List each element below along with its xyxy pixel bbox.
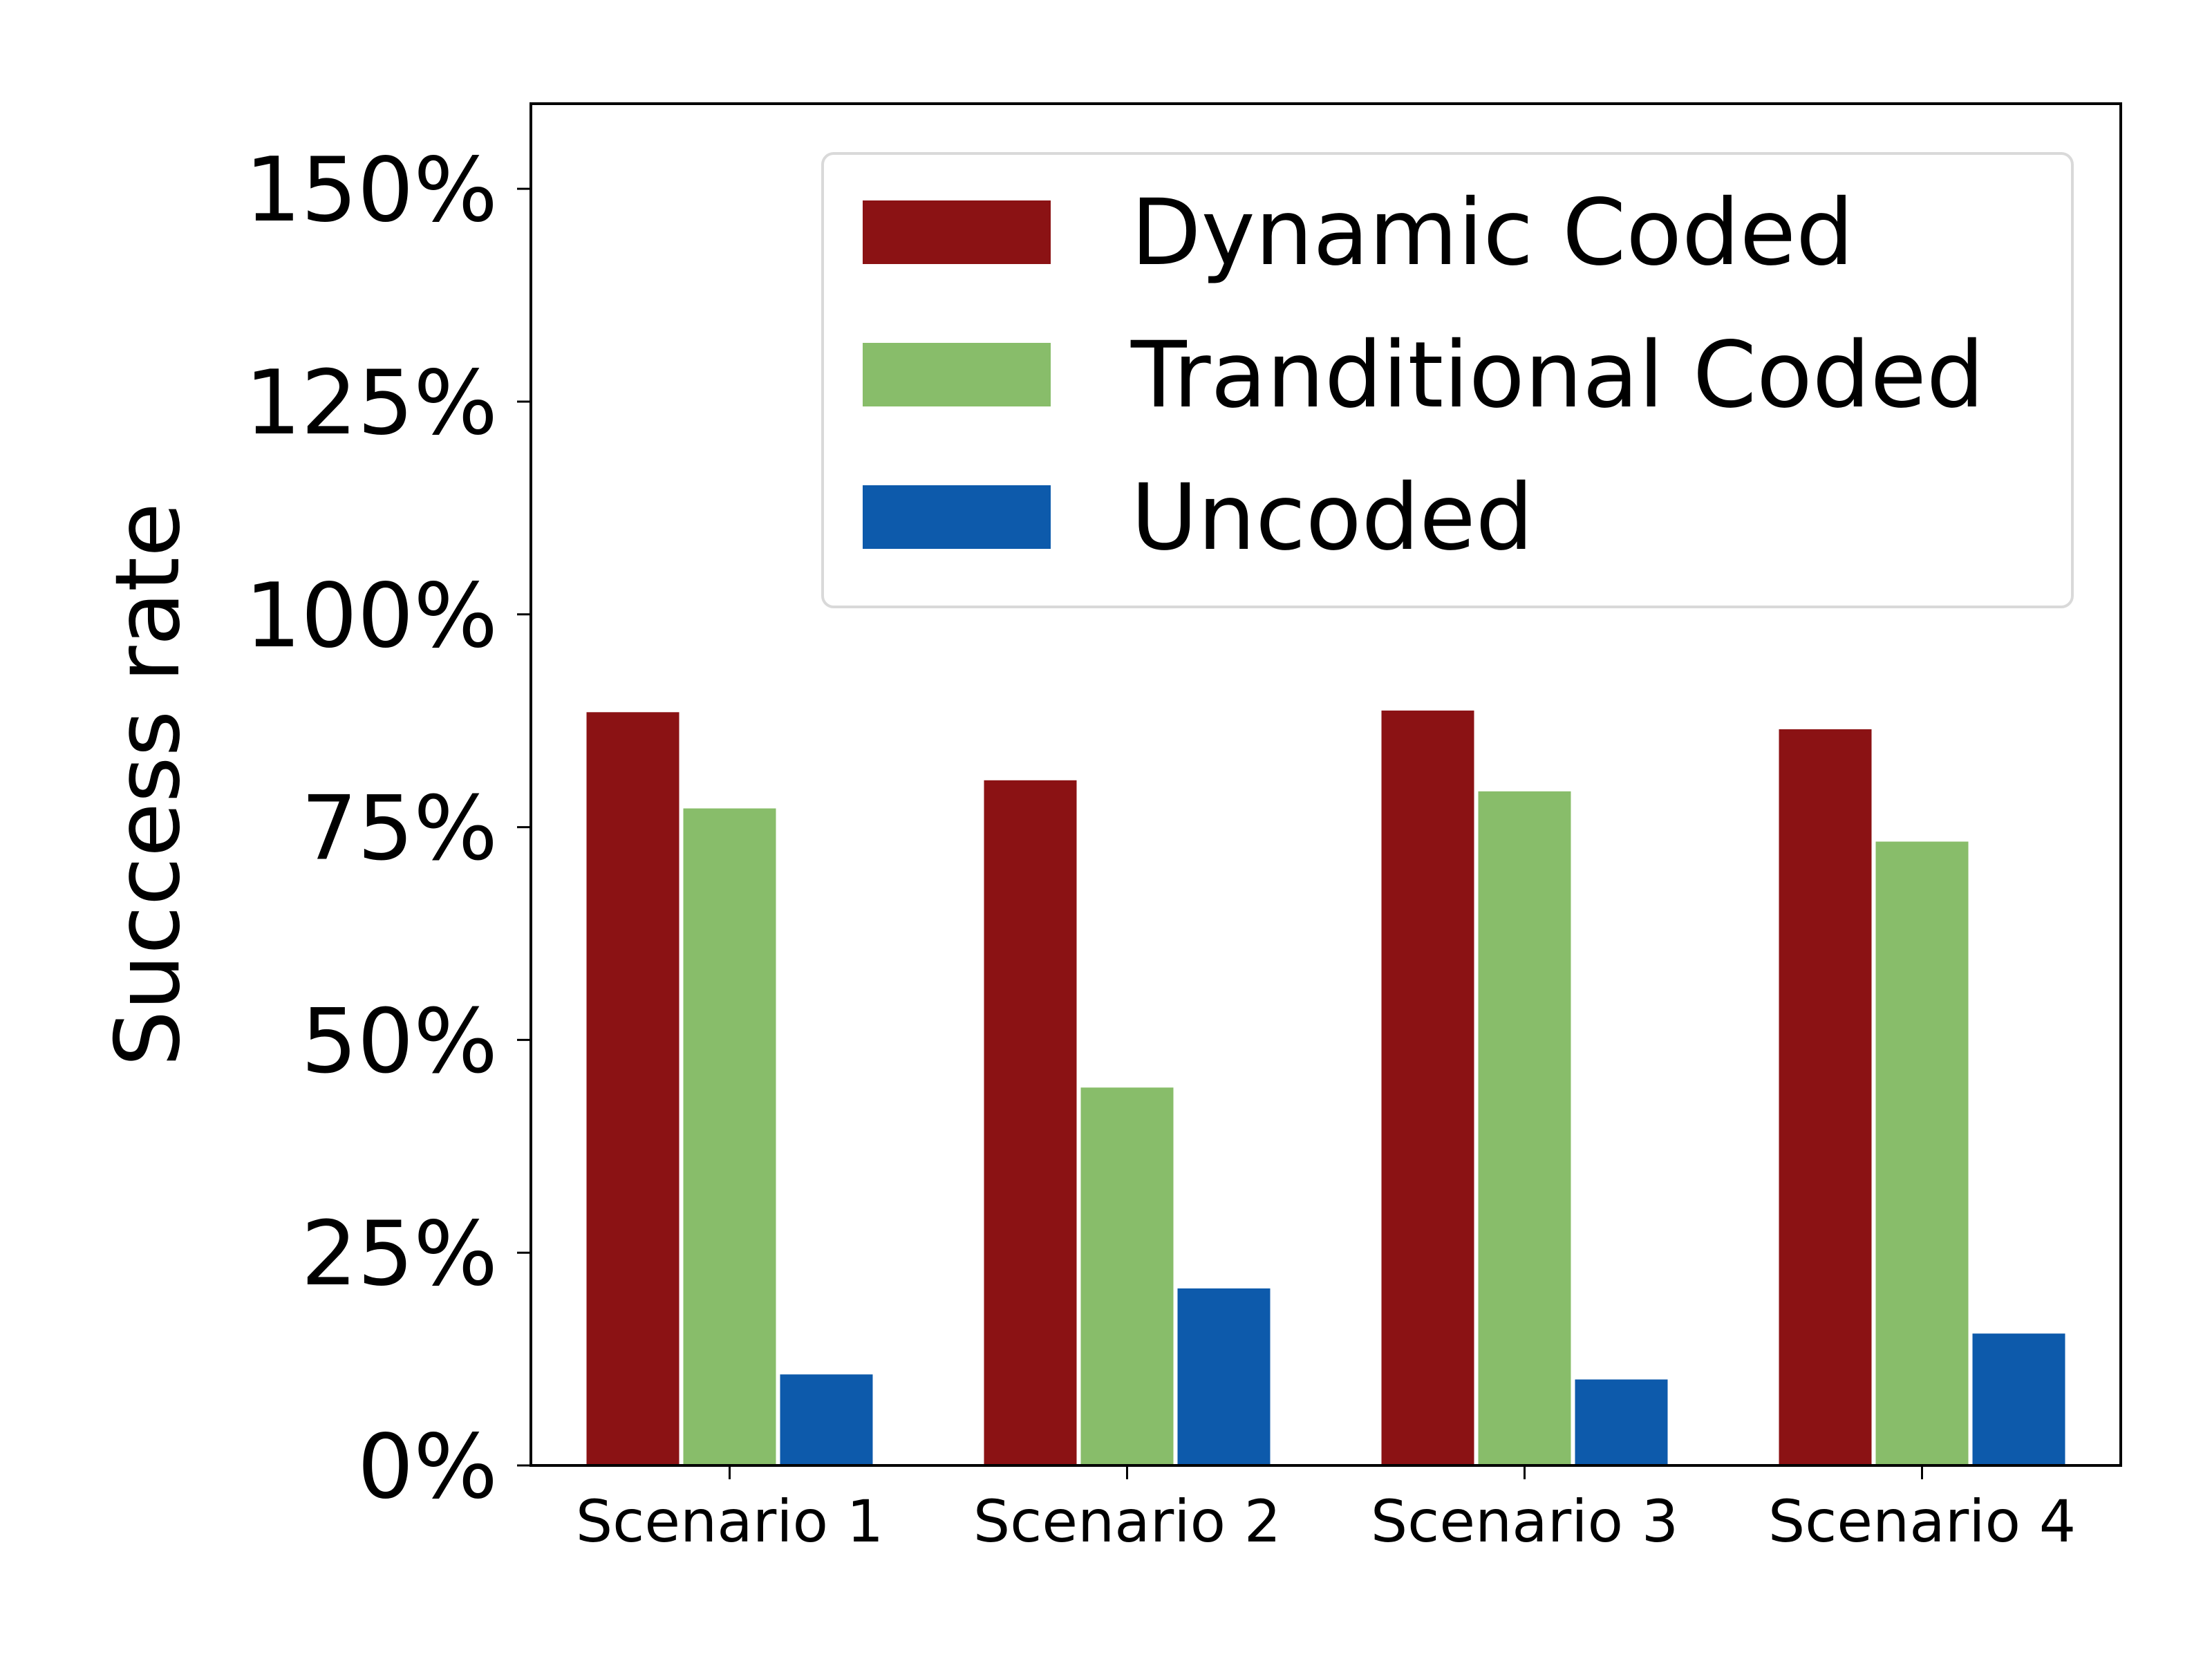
bar-tranditional-coded-3 bbox=[1478, 791, 1571, 1465]
y-tick-label: 0% bbox=[357, 1416, 498, 1519]
y-tick-label: 75% bbox=[301, 778, 498, 881]
y-tick-label: 25% bbox=[301, 1203, 498, 1306]
legend-label: Tranditional Coded bbox=[1130, 322, 1985, 429]
x-tick-label: Scenario 2 bbox=[973, 1488, 1281, 1555]
legend-label: Uncoded bbox=[1131, 465, 1533, 571]
bar-uncoded-1 bbox=[780, 1374, 873, 1465]
legend-label: Dynamic Coded bbox=[1131, 180, 1854, 286]
bar-uncoded-2 bbox=[1177, 1288, 1271, 1465]
x-tick-label: Scenario 3 bbox=[1371, 1488, 1678, 1555]
bar-tranditional-coded-1 bbox=[683, 808, 776, 1465]
y-tick-label: 125% bbox=[245, 352, 498, 455]
bar-uncoded-4 bbox=[1972, 1333, 2065, 1465]
y-tick-label: 150% bbox=[245, 139, 498, 242]
bar-uncoded-3 bbox=[1575, 1379, 1668, 1465]
axes-layer: Scenario 1 Scenario 2 Scenario 3 Scenario 4… bbox=[245, 102, 2122, 1555]
y-axis-label: Success rate bbox=[97, 503, 200, 1067]
bars-layer bbox=[586, 710, 2065, 1465]
legend-swatch bbox=[863, 485, 1051, 549]
legend-swatch bbox=[863, 343, 1051, 406]
y-tick-label: 50% bbox=[301, 990, 498, 1093]
bar-tranditional-coded-4 bbox=[1875, 841, 1969, 1465]
bar-dynamic-coded-1 bbox=[586, 712, 679, 1465]
bar-tranditional-coded-2 bbox=[1080, 1087, 1174, 1465]
bar-dynamic-coded-4 bbox=[1779, 729, 1872, 1465]
bar-dynamic-coded-3 bbox=[1381, 710, 1474, 1465]
legend-swatch bbox=[863, 200, 1051, 264]
y-tick-label: 100% bbox=[245, 565, 498, 668]
legend: Dynamic Coded Tranditional Coded Uncoded bbox=[821, 152, 2074, 608]
x-tick-label: Scenario 4 bbox=[1768, 1488, 2076, 1555]
plot-frame bbox=[529, 102, 2122, 1467]
bar-dynamic-coded-2 bbox=[984, 780, 1077, 1465]
x-tick-label: Scenario 1 bbox=[576, 1488, 883, 1555]
legend-box bbox=[821, 152, 2074, 608]
